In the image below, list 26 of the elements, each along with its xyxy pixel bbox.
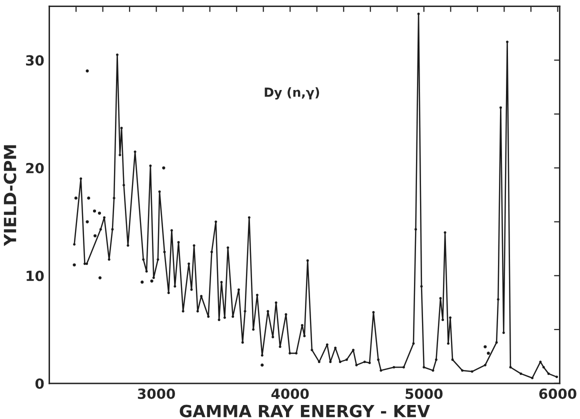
point	[86, 69, 89, 72]
point	[72, 263, 76, 266]
point	[98, 212, 102, 215]
x-tick-label: 5000	[406, 388, 443, 399]
point	[260, 364, 264, 367]
y-tick-label: 0	[35, 378, 44, 389]
point	[150, 279, 154, 283]
point	[87, 196, 90, 200]
point	[86, 220, 89, 224]
annotation: Dy (n,γ)	[264, 87, 320, 100]
point	[140, 280, 144, 284]
point	[486, 352, 490, 355]
x-tick-label: 4000	[271, 388, 309, 399]
x-axis-title: GAMMA RAY ENERGY - KEV	[180, 404, 430, 418]
x-tick-label: 6000	[539, 388, 576, 399]
point	[484, 345, 487, 348]
point	[162, 166, 166, 170]
x-tick-label: 3000	[138, 388, 175, 399]
y-tick-label: 30	[26, 55, 44, 66]
point	[92, 209, 96, 213]
point	[94, 234, 97, 238]
point	[74, 196, 78, 200]
y-tick-label: 20	[26, 162, 44, 174]
y-tick-label: 10	[26, 270, 44, 282]
y-axis-title: YIELD-CPM	[4, 145, 16, 246]
point	[98, 276, 102, 280]
